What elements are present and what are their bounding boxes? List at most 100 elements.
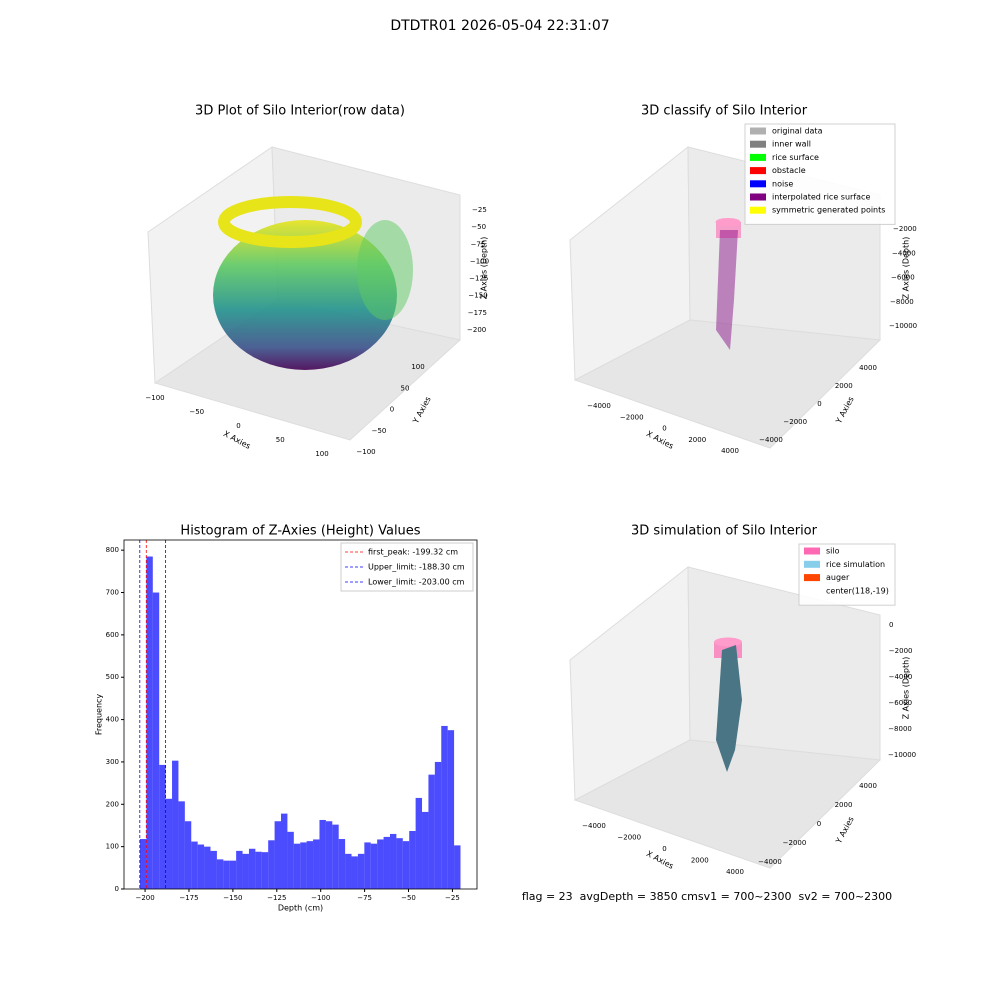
x-tick-label: −100: [311, 894, 330, 902]
bar: [434, 761, 442, 889]
x-tick-label: 100: [315, 450, 328, 458]
legend-swatch: [750, 167, 766, 175]
bar: [159, 764, 166, 889]
y-tick-label: 700: [106, 589, 119, 597]
y-tick-label: −4000: [758, 858, 782, 866]
x-tick-label: −175: [179, 894, 198, 902]
y-tick-label: −100: [356, 448, 375, 456]
legend-label: inner wall: [772, 140, 811, 149]
x-tick-label: 4000: [721, 447, 739, 455]
x-tick-label: 50: [276, 436, 285, 444]
z-tick-label: −6000: [891, 274, 915, 282]
bar: [293, 843, 301, 889]
bar: [409, 830, 416, 889]
bar: [191, 841, 198, 889]
bar: [415, 797, 423, 889]
legend-swatch: [750, 193, 766, 201]
z-tick-label: −100: [470, 257, 489, 265]
legend-label: first_peak: -199.32 cm: [368, 548, 458, 557]
y-tick-label: 50: [401, 384, 410, 392]
bar: [428, 774, 435, 889]
x-tick-label: −25: [445, 894, 460, 902]
z-tick-label: −125: [469, 275, 488, 283]
legend-label: rice surface: [772, 153, 819, 162]
bar: [396, 838, 403, 889]
legend-swatch: [750, 180, 766, 188]
legend-label: Lower_limit: -203.00 cm: [368, 578, 465, 587]
y-tick-label: 800: [106, 546, 119, 554]
legend-swatch: [804, 574, 820, 582]
bar: [261, 852, 269, 889]
x-axis-label: Depth (cm): [278, 904, 323, 913]
z-tick-label: −2000: [889, 647, 913, 655]
legend-label: auger: [826, 573, 850, 582]
bar: [178, 801, 185, 889]
bar: [300, 842, 307, 889]
legend-label: noise: [772, 179, 793, 188]
bar: [306, 841, 314, 889]
bar: [184, 821, 192, 889]
legend-swatch: [804, 547, 820, 555]
legend-label: obstacle: [772, 166, 806, 175]
bar: [377, 839, 384, 889]
bar: [383, 836, 390, 889]
panes-1: [147, 146, 462, 441]
bar: [274, 821, 282, 889]
legend-label: interpolated rice surface: [772, 193, 870, 202]
x-tick-label: −2000: [620, 413, 644, 421]
y-tick-label: −2000: [783, 418, 807, 426]
bar: [146, 556, 153, 889]
z-tick-label: −50: [471, 223, 486, 231]
bar: [165, 798, 173, 889]
z-tick-label: −2000: [893, 225, 917, 233]
bar: [204, 846, 211, 889]
z-tick-label: −10000: [889, 322, 917, 330]
x-tick-label: 0: [662, 425, 666, 433]
legend-label: original data: [772, 127, 823, 136]
bar: [287, 831, 294, 889]
chart-title: 3D Plot of Silo Interior(row data): [195, 104, 405, 119]
y-tick-label: 600: [106, 631, 119, 639]
x-tick-label: 2000: [688, 436, 706, 444]
y-tick-label: −4000: [759, 436, 783, 444]
bar: [370, 843, 378, 889]
x-tick-label: −150: [223, 894, 242, 902]
y-tick-label: 0: [817, 820, 821, 828]
legend-label: center(118,-19): [826, 586, 889, 595]
x-tick-label: −2000: [617, 834, 641, 842]
z-tick-label: −4000: [889, 673, 913, 681]
bar: [351, 856, 358, 889]
bar: [152, 592, 160, 889]
bar: [454, 845, 461, 889]
y-tick-label: 0: [817, 400, 821, 408]
footer-text: flag = 23 avgDepth = 3850 cmsv1 = 700~23…: [522, 890, 892, 903]
z-tick-label: −8000: [890, 298, 914, 306]
legend-swatch: [750, 153, 766, 161]
z-axis-label: Z Axies (Depth): [902, 657, 911, 720]
z-tick-label: −175: [468, 309, 487, 317]
y-tick-label: 100: [106, 843, 119, 851]
y-tick-label: 100: [411, 363, 424, 371]
z-tick-label: 0: [889, 621, 893, 629]
chart-title: Histogram of Z-Axies (Height) Values: [180, 524, 420, 539]
y-tick-label: 0: [115, 885, 119, 893]
bar: [319, 819, 326, 889]
bar: [332, 824, 339, 889]
y-tick-label: 2000: [835, 801, 853, 809]
z-tick-label: −8000: [888, 725, 912, 733]
bar: [364, 842, 371, 889]
y-tick-label: −50: [372, 427, 387, 435]
z-axis-label: Z Axies (Depth): [480, 237, 489, 300]
legend-label: Upper_limit: -188.30 cm: [368, 563, 465, 572]
legend-label: silo: [826, 547, 840, 556]
x-tick-label: −50: [401, 894, 416, 902]
chart-title: 3D classify of Silo Interior: [641, 104, 808, 119]
y-tick-label: −2000: [783, 839, 807, 847]
bar: [402, 841, 410, 889]
bar: [357, 853, 365, 889]
x-tick-label: 2000: [691, 857, 709, 865]
bar: [255, 851, 262, 889]
chart-title: 3D simulation of Silo Interior: [631, 524, 818, 539]
z-tick-label: −4000: [892, 249, 916, 257]
z-tick-label: −75: [471, 240, 486, 248]
